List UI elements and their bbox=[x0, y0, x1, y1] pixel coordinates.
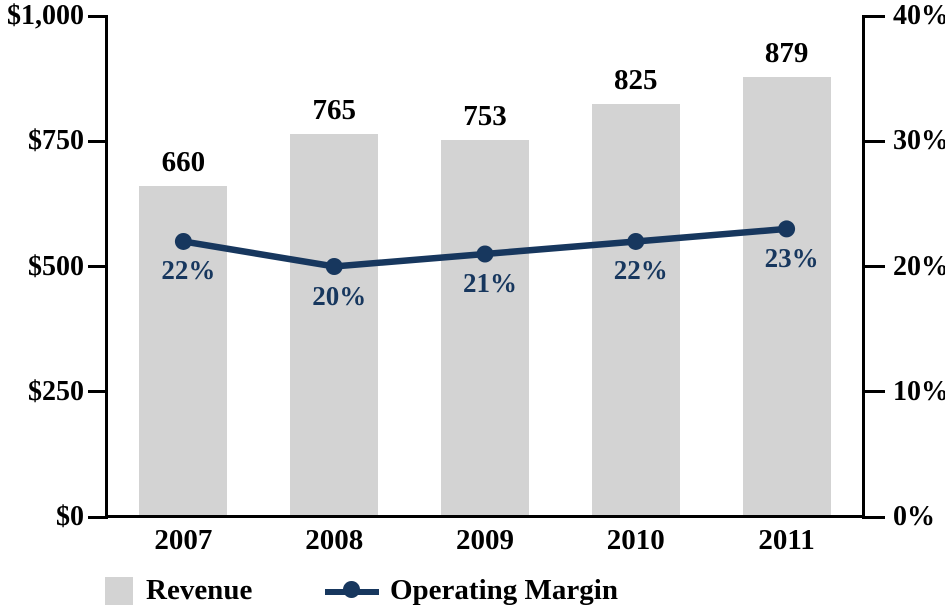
right-axis-line bbox=[862, 14, 865, 519]
revenue-legend-swatch bbox=[105, 577, 133, 605]
revenue-bar bbox=[290, 133, 379, 517]
operating-margin-value-label: 20% bbox=[312, 280, 367, 311]
revenue-bar bbox=[742, 76, 831, 517]
right-axis-tick bbox=[865, 14, 885, 18]
left-axis-tick bbox=[88, 14, 105, 18]
revenue-legend-label: Revenue bbox=[146, 574, 253, 606]
left-axis-tick-label: $500 bbox=[28, 250, 84, 282]
right-axis-tick bbox=[865, 390, 885, 394]
left-axis-line bbox=[105, 14, 108, 519]
right-axis-tick bbox=[865, 139, 885, 143]
left-axis-tick-label: $750 bbox=[28, 125, 84, 157]
right-axis-tick-label: 0% bbox=[893, 501, 935, 532]
revenue-bar bbox=[591, 103, 680, 517]
left-axis-tick bbox=[88, 265, 105, 268]
revenue-bar bbox=[441, 139, 529, 517]
operating-margin-legend-label: Operating Margin bbox=[390, 574, 618, 606]
left-axis-tick bbox=[88, 390, 105, 394]
operating-margin-value-label: 23% bbox=[764, 242, 819, 273]
operating-margin-value-label: 22% bbox=[161, 255, 216, 286]
bottom-axis-line bbox=[105, 515, 865, 518]
operating-margin-value-label: 22% bbox=[613, 255, 668, 286]
x-axis-year-label: 2011 bbox=[758, 524, 815, 556]
x-axis-year-label: 2010 bbox=[606, 524, 665, 556]
right-axis-tick-label: 40% bbox=[893, 0, 945, 31]
bar-value-label: 753 bbox=[463, 99, 507, 132]
x-axis-year-label: 2007 bbox=[154, 524, 213, 556]
right-axis-tick bbox=[865, 265, 885, 268]
right-axis-tick-label: 20% bbox=[893, 250, 945, 282]
bar-value-label: 660 bbox=[161, 146, 206, 179]
chart-legend: Revenue Operating Margin bbox=[0, 570, 945, 613]
left-axis-tick-label: $250 bbox=[28, 375, 84, 407]
x-axis-year-label: 2008 bbox=[305, 524, 364, 556]
right-axis-tick-label: 30% bbox=[893, 125, 945, 157]
operating-margin-legend-dot bbox=[343, 581, 360, 598]
left-axis-tick-label: $1,000 bbox=[7, 0, 84, 31]
bar-value-label: 825 bbox=[614, 63, 658, 96]
revenue-bar bbox=[139, 186, 228, 517]
right-axis-tick-label: 10% bbox=[893, 375, 945, 407]
bar-value-label: 879 bbox=[764, 36, 809, 69]
x-axis-year-label: 2009 bbox=[456, 524, 514, 556]
left-axis-tick-label: $0 bbox=[56, 501, 84, 532]
operating-margin-value-label: 21% bbox=[463, 267, 517, 298]
left-axis-tick bbox=[88, 139, 105, 143]
right-axis-tick bbox=[865, 515, 885, 519]
left-axis-tick bbox=[88, 515, 105, 519]
bar-value-label: 765 bbox=[312, 93, 356, 126]
